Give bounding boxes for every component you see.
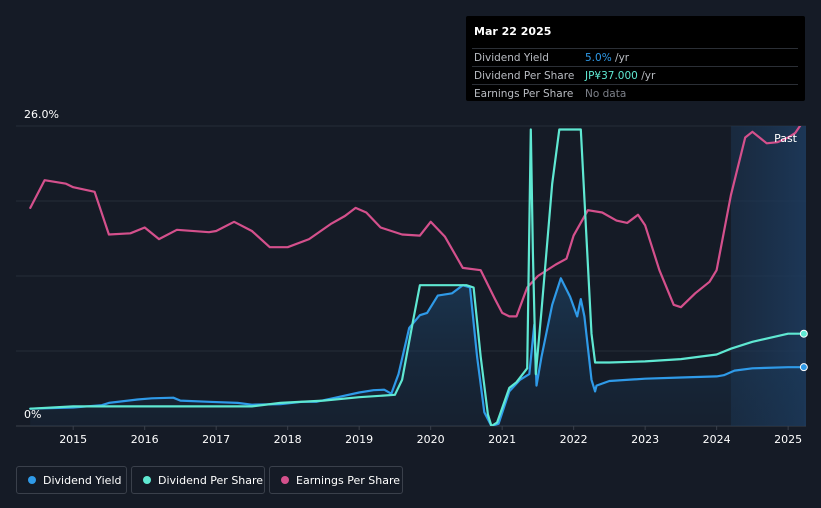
tooltip-date: Mar 22 2025 — [474, 25, 552, 38]
tooltip-row-dividend-yield: Dividend Yield 5.0% /yr — [472, 48, 798, 67]
x-tick-label: 2019 — [345, 433, 373, 446]
x-tick-label: 2020 — [417, 433, 445, 446]
legend-label: Dividend Yield — [43, 474, 122, 487]
chart-tooltip: Mar 22 2025 Dividend Yield 5.0% /yr Divi… — [466, 16, 805, 101]
past-label: Past — [774, 132, 798, 145]
tooltip-value: JP¥37.000 — [585, 70, 638, 82]
tooltip-label: Earnings Per Share — [474, 88, 574, 100]
legend-dot-icon — [28, 476, 36, 484]
dps-end-marker — [799, 329, 808, 338]
x-tick-label: 2023 — [631, 433, 659, 446]
x-tick-label: 2024 — [703, 433, 731, 446]
yield-series-line — [29, 277, 805, 426]
x-tick-label: 2022 — [560, 433, 588, 446]
x-tick-label: 2016 — [131, 433, 159, 446]
legend-earnings-per-share[interactable]: Earnings Per Share — [269, 466, 403, 494]
x-tick-label: 2018 — [274, 433, 302, 446]
tooltip-unit: /yr — [637, 70, 656, 82]
tooltip-label: Dividend Per Share — [474, 70, 575, 82]
yield-end-marker — [799, 363, 808, 372]
tooltip-value: 5.0% — [585, 52, 612, 64]
y-axis-top-label: 26.0% — [24, 108, 59, 121]
tooltip-value: No data — [585, 88, 627, 100]
legend-label: Dividend Per Share — [158, 474, 264, 487]
x-tick-label: 2017 — [202, 433, 230, 446]
tooltip-row-dividend-per-share: Dividend Per Share JP¥37.000 /yr — [472, 66, 798, 85]
x-tick-label: 2021 — [488, 433, 516, 446]
x-tick-label: 2015 — [59, 433, 87, 446]
legend-dividend-yield[interactable]: Dividend Yield — [16, 466, 127, 494]
legend-dot-icon — [143, 476, 151, 484]
dps-series-line — [29, 128, 805, 426]
legend-dividend-per-share[interactable]: Dividend Per Share — [131, 466, 265, 494]
legend-label: Earnings Per Share — [296, 474, 401, 487]
dividend-yield-area — [30, 278, 804, 426]
eps-series-line — [29, 126, 802, 318]
x-tick-label: 2025 — [774, 433, 802, 446]
y-axis-bottom-label: 0% — [24, 408, 41, 421]
tooltip-unit: /yr — [611, 52, 630, 64]
tooltip-label: Dividend Yield — [474, 52, 549, 64]
tooltip-row-earnings-per-share: Earnings Per Share No data — [472, 84, 798, 103]
legend-dot-icon — [281, 476, 289, 484]
